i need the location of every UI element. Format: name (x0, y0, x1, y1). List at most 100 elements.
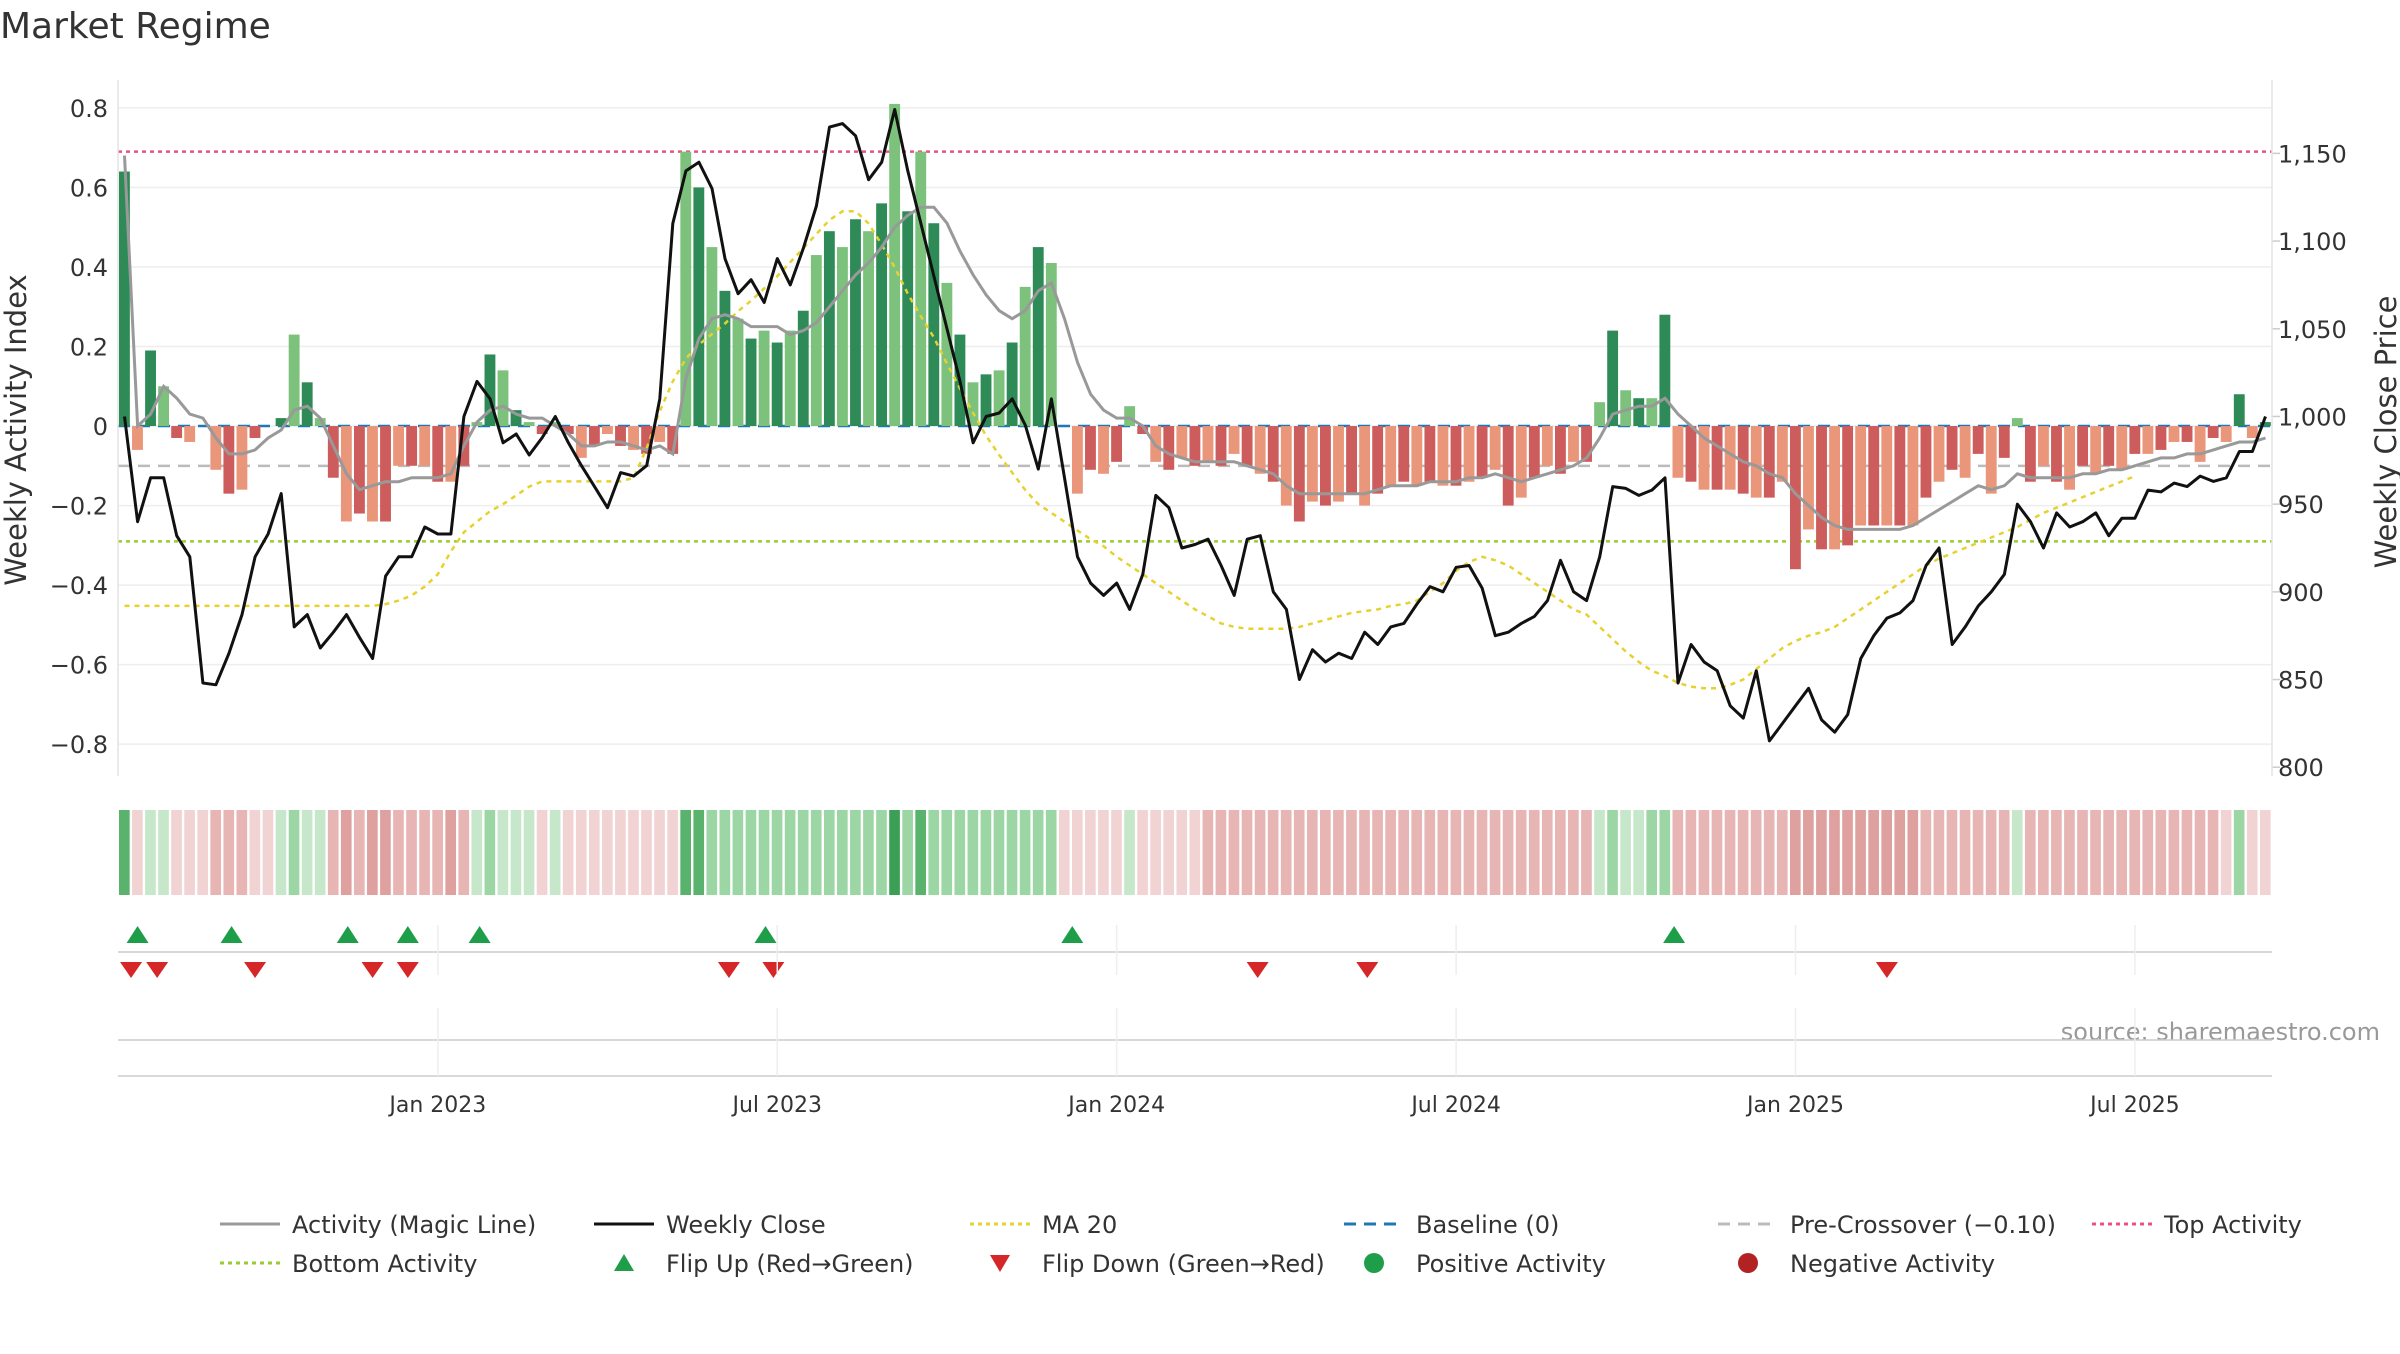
regime-cell-113 (1594, 810, 1605, 895)
x-tick-label-4: Jan 2025 (1745, 1093, 1844, 1118)
x-axis: Jan 2023 Jul 2023 Jan 2024 Jul 2024 Jan 2025… (118, 925, 2272, 1118)
chart-title: Market Regime (0, 6, 271, 47)
regime-cell-135 (1881, 810, 1893, 895)
activity-bar-90 (1293, 426, 1305, 522)
activity-bar-147 (2038, 426, 2049, 466)
regime-cell-133 (1855, 810, 1866, 895)
activity-bar-134 (1868, 426, 1880, 526)
regime-cell-151 (2090, 810, 2101, 895)
regime-cell-146 (2024, 810, 2036, 895)
regime-cell-42 (667, 810, 678, 895)
legend-swatch-9 (1364, 1253, 1384, 1273)
activity-bar-16 (327, 426, 339, 478)
regime-cell-131 (1829, 810, 1840, 895)
activity-bar-104 (1476, 426, 1488, 478)
regime-cell-46 (719, 810, 731, 895)
activity-bar-32 (536, 426, 548, 434)
regime-cell-85 (1228, 810, 1240, 895)
regime-cell-106 (1502, 810, 1514, 895)
activity-bar-136 (1894, 426, 1906, 526)
regime-cell-128 (1789, 810, 1801, 895)
activity-bar-119 (1672, 426, 1684, 478)
flip-down-marker-3 (361, 962, 384, 978)
regime-cell-145 (2011, 810, 2023, 895)
regime-cell-33 (549, 810, 561, 895)
regime-cell-103 (1463, 810, 1475, 895)
regime-cell-24 (432, 810, 443, 895)
activity-bar-132 (1842, 426, 1854, 546)
flip-down-marker-6 (762, 962, 785, 978)
flip-up-marker-1 (220, 926, 243, 943)
regime-cell-139 (1933, 810, 1945, 895)
activity-bar-68 (1006, 342, 1018, 427)
activity-bar-150 (2077, 426, 2089, 466)
activity-bar-78 (1137, 426, 1149, 434)
flip-down-marker-8 (1356, 962, 1379, 978)
activity-bar-63 (941, 282, 953, 427)
activity-bar-38 (615, 426, 626, 446)
activity-bar-84 (1215, 426, 1227, 466)
activity-bar-35 (575, 426, 587, 458)
activity-bar-65 (967, 382, 979, 427)
regime-cell-74 (1085, 810, 1096, 895)
regime-cell-126 (1763, 810, 1775, 895)
activity-bar-12 (275, 418, 287, 427)
regime-cell-50 (771, 810, 783, 895)
regime-cell-157 (2168, 810, 2180, 895)
activity-bar-148 (2051, 426, 2062, 482)
regime-cell-93 (1333, 810, 1344, 895)
regime-cell-31 (523, 810, 535, 895)
activity-bar-62 (928, 223, 940, 427)
regime-cell-120 (1685, 810, 1697, 895)
legend-label-1: Weekly Close (666, 1211, 826, 1239)
axes: 0.8 0.6 0.4 0.2 0 −0.2 −0.4 −0.6 −0.8 1,150 1,100 1… (50, 80, 2347, 782)
activity-bar-94 (1346, 426, 1357, 494)
regime-cell-111 (1568, 810, 1579, 895)
regime-cell-11 (262, 810, 274, 895)
activity-bar-158 (2181, 426, 2193, 442)
left-tick-label-2: 0.4 (70, 254, 108, 282)
activity-bar-2 (145, 350, 156, 427)
activity-bar-105 (1489, 426, 1501, 470)
regime-cell-92 (1320, 810, 1331, 895)
legend-label-5: Top Activity (2163, 1211, 2302, 1239)
activity-bar-80 (1163, 426, 1175, 470)
activity-bar-116 (1633, 398, 1645, 427)
activity-bar-139 (1933, 426, 1945, 482)
left-axis-label: Weekly Activity Index (0, 274, 33, 585)
flip-up-marker-5 (754, 926, 777, 943)
activity-bar-135 (1881, 426, 1893, 526)
regime-cell-56 (850, 810, 861, 895)
legend-item-9: Positive Activity (1364, 1250, 1606, 1278)
activity-bar-128 (1789, 426, 1801, 570)
regime-cell-101 (1437, 810, 1449, 895)
regime-cell-89 (1280, 810, 1292, 895)
activity-bar-123 (1724, 426, 1736, 490)
activity-bar-97 (1385, 426, 1397, 486)
activity-bar-127 (1776, 426, 1788, 482)
legend-swatch-7 (614, 1254, 634, 1271)
activity-bar-117 (1646, 398, 1658, 427)
regime-cell-47 (732, 810, 744, 895)
activity-bar-9 (236, 426, 248, 490)
regime-cell-63 (941, 810, 953, 895)
regime-cell-10 (249, 810, 261, 895)
activity-bar-131 (1829, 426, 1840, 550)
regime-cell-37 (602, 810, 613, 895)
legend-item-6: Bottom Activity (220, 1250, 477, 1278)
weekly-close-line (123, 108, 2267, 743)
regime-cell-137 (1907, 810, 1919, 895)
activity-bar-121 (1698, 426, 1710, 490)
activity-bar-152 (2103, 426, 2115, 466)
regime-cell-72 (1058, 810, 1070, 895)
left-tick-label-0: 0.8 (70, 95, 108, 123)
flip-up-marker-4 (468, 926, 491, 943)
activity-bar-52 (797, 310, 809, 427)
x-tick-label-2: Jan 2024 (1066, 1093, 1165, 1118)
regime-cell-9 (236, 810, 248, 895)
regime-cell-134 (1868, 810, 1879, 895)
activity-bar-69 (1019, 286, 1031, 427)
activity-bar-53 (810, 255, 822, 427)
regime-cell-53 (810, 810, 822, 895)
regime-cell-119 (1672, 810, 1684, 895)
